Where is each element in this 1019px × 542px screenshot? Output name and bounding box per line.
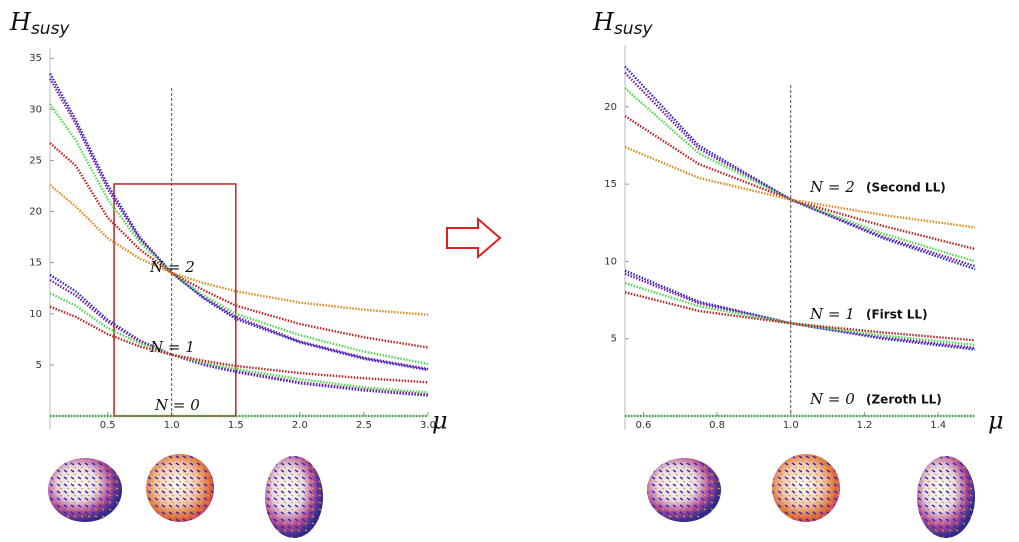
series-line bbox=[624, 281, 976, 347]
y-tick-label: 10 bbox=[604, 256, 617, 267]
annotation: N = 1 bbox=[809, 305, 855, 323]
y-tick-label: 5 bbox=[611, 334, 617, 345]
sphere-spikes bbox=[647, 458, 721, 522]
series-line bbox=[49, 305, 429, 384]
y-tick-label: 10 bbox=[29, 309, 42, 320]
series-line bbox=[624, 87, 976, 263]
arrow bbox=[446, 216, 502, 260]
annotation: N = 2 bbox=[809, 178, 855, 196]
x-tick-label: 1.0 bbox=[164, 420, 180, 431]
sphere-icons bbox=[48, 454, 975, 538]
x-tick-label: 2.5 bbox=[356, 420, 372, 431]
y-tick-label: 25 bbox=[29, 155, 42, 166]
series-line bbox=[48, 73, 429, 372]
highlight-box bbox=[113, 183, 237, 417]
y-tick-label: 35 bbox=[29, 53, 42, 64]
series-line bbox=[624, 145, 976, 229]
y-tick-label: 15 bbox=[604, 179, 617, 190]
x-tick-label: 0.5 bbox=[100, 420, 116, 431]
series-line bbox=[624, 291, 976, 342]
x-tick-label: 1.5 bbox=[228, 420, 244, 431]
sphere-spikes bbox=[772, 454, 840, 522]
annotation-note: (First LL) bbox=[866, 308, 928, 322]
series-line bbox=[49, 273, 429, 397]
annotation: N = 0 bbox=[809, 390, 855, 408]
annotation-note: (Zeroth LL) bbox=[866, 393, 942, 407]
series-line bbox=[49, 292, 429, 394]
x-tick-label: 1.0 bbox=[783, 420, 799, 431]
x-tick-label: 1.4 bbox=[930, 420, 946, 431]
x-axis-label: μ bbox=[988, 407, 1004, 435]
annotation: N = 1 bbox=[149, 338, 195, 356]
annotation: N = 2 bbox=[149, 258, 195, 276]
x-tick-label: 2.0 bbox=[292, 420, 308, 431]
x-tick-label: 0.8 bbox=[709, 420, 725, 431]
sphere-spikes bbox=[265, 456, 323, 538]
series-line bbox=[624, 272, 976, 350]
x-axis-label: μ bbox=[432, 407, 448, 435]
x-tick-label: 1.2 bbox=[857, 420, 873, 431]
series-line bbox=[624, 65, 976, 271]
series-line bbox=[49, 103, 429, 366]
y-tick-label: 30 bbox=[29, 104, 42, 115]
series-line bbox=[49, 278, 429, 396]
sphere-spikes bbox=[917, 456, 975, 538]
sphere-spikes bbox=[48, 458, 122, 522]
y-label-sub: susy bbox=[614, 19, 653, 39]
x-tick-label: 3.0 bbox=[420, 420, 436, 431]
series-line bbox=[49, 184, 429, 316]
series-line bbox=[48, 78, 429, 371]
y-tick-label: 5 bbox=[36, 360, 42, 371]
sphere-spikes bbox=[146, 454, 214, 522]
y-label-sub: susy bbox=[31, 19, 70, 39]
chart: 5 10 15 20 25 30 35 0.5 1.0 1.5 2.0 2.5 3.0 N = 2 N = … bbox=[9, 8, 448, 435]
x-tick-label: 0.6 bbox=[635, 420, 651, 431]
y-tick-label: 15 bbox=[29, 258, 42, 269]
annotation: N = 0 bbox=[154, 396, 200, 414]
series-line bbox=[49, 142, 429, 349]
y-axis-label: Hsusy bbox=[592, 8, 653, 39]
y-tick-label: 20 bbox=[604, 102, 617, 113]
y-axis-label: Hsusy bbox=[9, 8, 70, 39]
y-label-main: H bbox=[9, 8, 32, 36]
y-tick-label: 20 bbox=[29, 207, 42, 218]
chart: 5 10 15 20 0.6 0.8 1.0 1.2 1.4 N = 2 (Second LL) N … bbox=[592, 8, 1004, 435]
y-label-main: H bbox=[592, 8, 615, 36]
annotation-note: (Second LL) bbox=[866, 181, 946, 195]
